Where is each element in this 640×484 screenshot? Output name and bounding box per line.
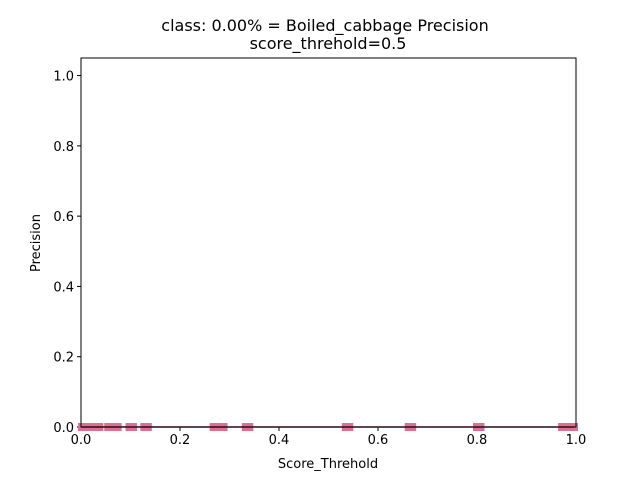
plot-frame (80, 57, 577, 428)
y-tick-label: 0.2 (53, 351, 74, 366)
chart-title: class: 0.00% = Boiled_cabbage Precision (161, 16, 488, 36)
plot-area: 0.0 0.2 0.4 0.6 0.8 1.0 0.0 0.2 0.4 0.6 0.8 1.0 (53, 57, 587, 448)
y-tick-label: 0.4 (53, 280, 74, 295)
y-axis-label: Precision (29, 214, 44, 272)
x-tick-label: 0.0 (71, 433, 92, 448)
x-tick-label: 0.6 (368, 433, 389, 448)
chart-subtitle: score_threhold=0.5 (250, 34, 407, 54)
y-tick-label: 0.8 (53, 140, 74, 155)
y-tick-label: 1.0 (53, 70, 74, 85)
y-tick-label: 0.6 (53, 210, 74, 225)
x-axis-label: Score_Threhold (278, 457, 378, 472)
x-tick-label: 0.8 (467, 433, 488, 448)
y-tick-label: 0.0 (53, 421, 74, 436)
x-tick-label: 0.4 (269, 433, 290, 448)
x-tick-label: 0.2 (170, 433, 191, 448)
x-tick-label: 1.0 (566, 433, 587, 448)
